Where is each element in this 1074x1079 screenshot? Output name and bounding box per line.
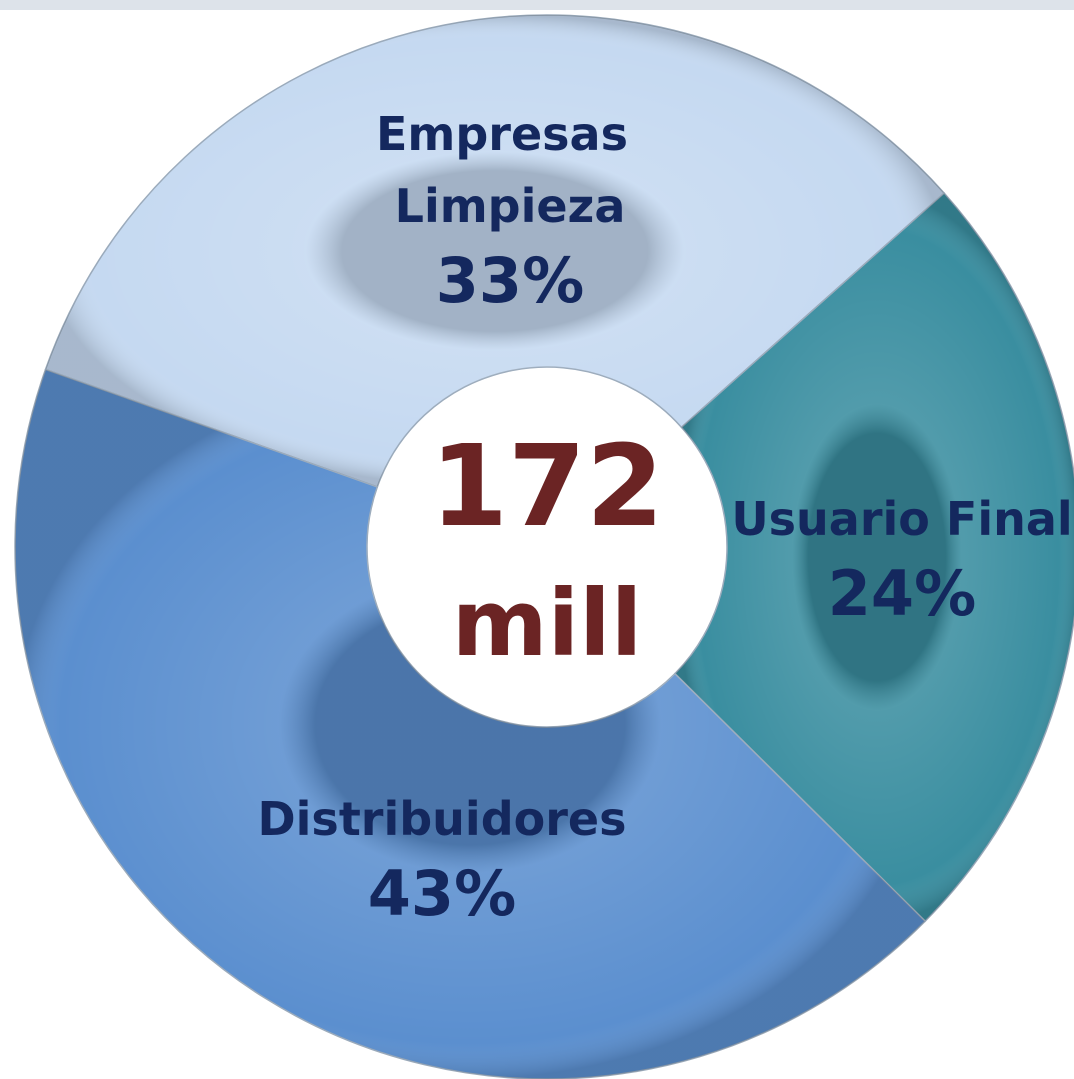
slice-shade: [45, 15, 945, 487]
category-label: Distribuidores: [257, 792, 626, 846]
labels: Empresas Limpieza 33% Usuario Final 24% Dist…: [257, 107, 1072, 930]
slices: [14, 14, 1074, 1079]
category-label: Usuario Final: [731, 492, 1072, 546]
slice-shade: [14, 369, 926, 1079]
top-strip: [0, 0, 1074, 10]
center-unit: mill: [452, 570, 642, 677]
value-label: 24%: [828, 557, 976, 630]
slice-shade: [674, 193, 1074, 922]
value-label: 33%: [436, 244, 584, 317]
category-label: Empresas Limpieza: [376, 107, 644, 233]
value-label: 43%: [368, 857, 516, 930]
center-number: 172: [430, 422, 664, 552]
